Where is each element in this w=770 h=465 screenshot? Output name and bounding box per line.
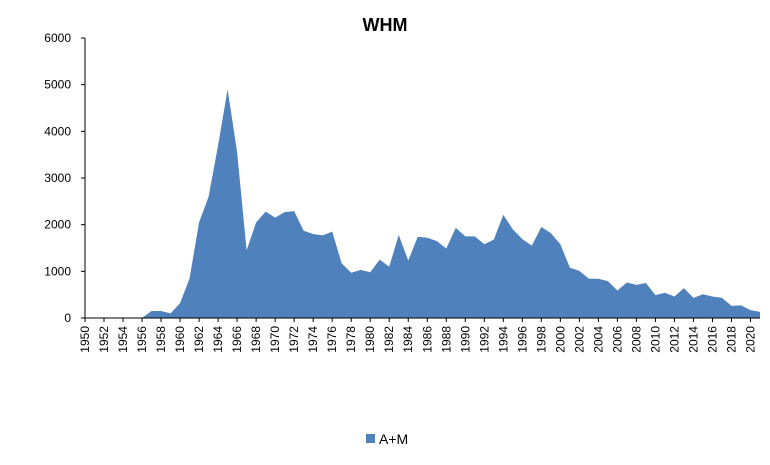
area-series-a-m (85, 89, 760, 318)
x-tick-label: 1972 (287, 326, 301, 353)
x-tick-label: 1958 (154, 326, 168, 353)
plot-area (85, 89, 760, 318)
chart-title: WHM (363, 15, 408, 35)
x-tick-label: 1990 (458, 326, 472, 353)
x-tick-label: 1986 (420, 326, 434, 353)
x-tick-label: 2010 (648, 326, 662, 353)
x-tick-label: 1952 (97, 326, 111, 353)
x-tick-label: 1956 (135, 326, 149, 353)
y-tick-label: 6000 (44, 31, 71, 45)
y-tick-label: 3000 (44, 171, 71, 185)
x-tick-label: 1976 (325, 326, 339, 353)
x-tick-label: 1974 (306, 326, 320, 353)
x-tick-label: 2012 (667, 326, 681, 353)
x-tick-label: 1960 (173, 326, 187, 353)
y-tick-label: 5000 (44, 78, 71, 92)
x-tick-label: 1970 (268, 326, 282, 353)
x-tick-label: 2018 (724, 326, 738, 353)
x-tick-label: 1996 (515, 326, 529, 353)
y-tick-label: 4000 (44, 124, 71, 138)
y-tick-label: 2000 (44, 218, 71, 232)
x-tick-label: 2016 (705, 326, 719, 353)
x-tick-label: 1968 (249, 326, 263, 353)
x-axis: 1950 1952 1954 1956 1958 1960 1962 1964 1966 1968… (78, 317, 760, 353)
x-tick-label: 2002 (572, 326, 586, 353)
x-tick-label: 1988 (439, 326, 453, 353)
legend-label-a-m: A+M (379, 431, 408, 447)
x-tick-label: 1984 (401, 326, 415, 353)
x-tick-label: 1950 (78, 326, 92, 353)
x-tick-label: 2004 (591, 326, 605, 353)
x-tick-label: 1994 (496, 326, 510, 353)
x-tick-label: 2014 (686, 326, 700, 353)
x-tick-label: 1966 (230, 326, 244, 353)
x-tick-label: 2020 (743, 326, 757, 353)
legend: A+M (366, 431, 408, 447)
y-axis: 0 1000 2000 3000 4000 5000 6000 (44, 31, 86, 325)
legend-swatch-a-m (366, 434, 375, 443)
y-tick-label: 0 (64, 311, 71, 325)
x-tick-label: 1962 (192, 326, 206, 353)
x-tick-label: 2000 (553, 326, 567, 353)
x-tick-label: 1980 (363, 326, 377, 353)
x-tick-label: 1982 (382, 326, 396, 353)
x-tick-label: 2006 (610, 326, 624, 353)
x-tick-label: 1978 (344, 326, 358, 353)
x-tick-label: 1992 (477, 326, 491, 353)
x-tick-label: 2008 (629, 326, 643, 353)
x-tick-label: 1954 (116, 326, 130, 353)
y-tick-label: 1000 (44, 264, 71, 278)
x-tick-label: 1964 (211, 326, 225, 353)
x-tick-label: 1998 (534, 326, 548, 353)
